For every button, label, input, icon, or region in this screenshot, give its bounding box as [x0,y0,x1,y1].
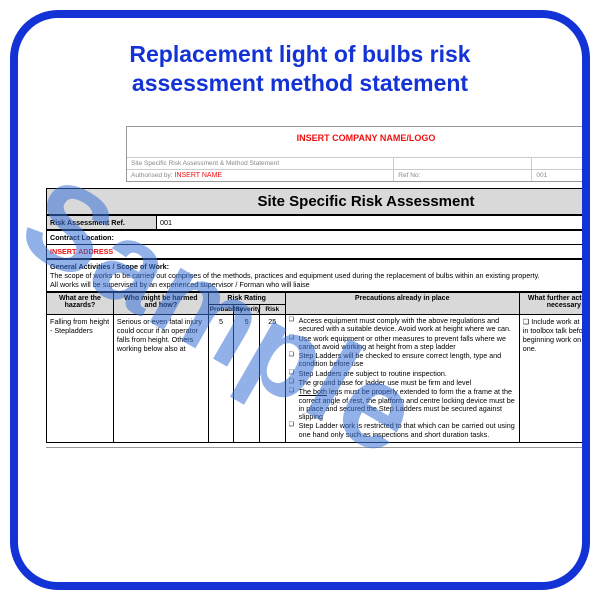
col-hazards: What are the hazards? [47,293,114,315]
authorised-label: Authorised by: [131,172,173,179]
title-line-2: assessment method statement [132,70,468,96]
ra-ref-label: Risk Assessment Ref. [47,216,157,230]
page-number: Page 3 of 10 [46,447,582,459]
col-precautions: Precautions already in place [285,293,519,315]
col-sev: Severity [234,305,260,315]
cell-rr-risk: 25 [259,315,285,443]
col-risk: Risk [259,305,285,315]
ref-table: Risk Assessment Ref. 001 [46,215,582,230]
precaution-item: Step Ladders will be checked to ensure c… [289,352,516,369]
precaution-item: The ground base for ladder use must be f… [289,379,516,387]
precaution-item: The both legs must be properly extended … [289,388,516,421]
authorised-value: INSERT NAME [175,172,223,179]
doc-subheader: Site Specific Risk Assessment & Method S… [126,157,582,182]
section-title: Site Specific Risk Assessment [46,188,582,215]
cell-precautions: Access equipment must comply with the ab… [285,315,519,443]
cell-rr-prob: 5 [208,315,234,443]
company-placeholder: INSERT COMPANY NAME/LOGO [126,126,582,157]
refno-value: 001 [532,169,582,181]
doc-type: Site Specific Risk Assessment & Method S… [127,157,394,169]
col-further: What further action is necessary [519,293,582,315]
cell-hazard: Falling from height - Stepladders [47,315,114,443]
risk-table: What are the hazards? Who might be harme… [46,292,582,443]
ga-head: General Activities / Scope of Work: [50,262,582,271]
refno-label: Ref No: [394,169,532,181]
precaution-item: Step Ladder work is restricted to that w… [289,422,516,439]
col-prob: Probability [208,305,234,315]
col-risk-rating: Risk Rating [208,293,285,305]
document-body: INSERT COMPANY NAME/LOGO Site Specific R… [46,126,582,459]
page-title: Replacement light of bulbs risk assessme… [18,18,582,112]
document-preview: INSERT COMPANY NAME/LOGO Site Specific R… [46,126,582,564]
ga-line-1: The scope of works to be carried out com… [50,271,582,280]
cell-rr-sev: 5 [234,315,260,443]
precaution-item: Step Ladders are subject to routine insp… [289,370,516,378]
ra-ref-value: 001 [157,216,583,230]
contract-table: Contract Location: date: INSERT ADDRESS [46,230,582,259]
scope-table: General Activities / Scope of Work: The … [46,259,582,292]
precaution-item: Access equipment must comply with the ab… [289,317,516,334]
cell-further: ❑ Include work at height in toolbox talk… [519,315,582,443]
precaution-item: Use work equipment or other measures to … [289,335,516,352]
contract-label: Contract Location: [50,233,114,242]
cell-who: Serious or even fatal injury could occur… [113,315,208,443]
col-who: Who might be harmed and how? [113,293,208,315]
product-frame: Replacement light of bulbs risk assessme… [10,10,590,590]
title-line-1: Replacement light of bulbs risk [129,41,470,67]
ga-line-2: All works will be supervised by an exper… [50,280,582,289]
address-placeholder: INSERT ADDRESS [47,245,583,259]
